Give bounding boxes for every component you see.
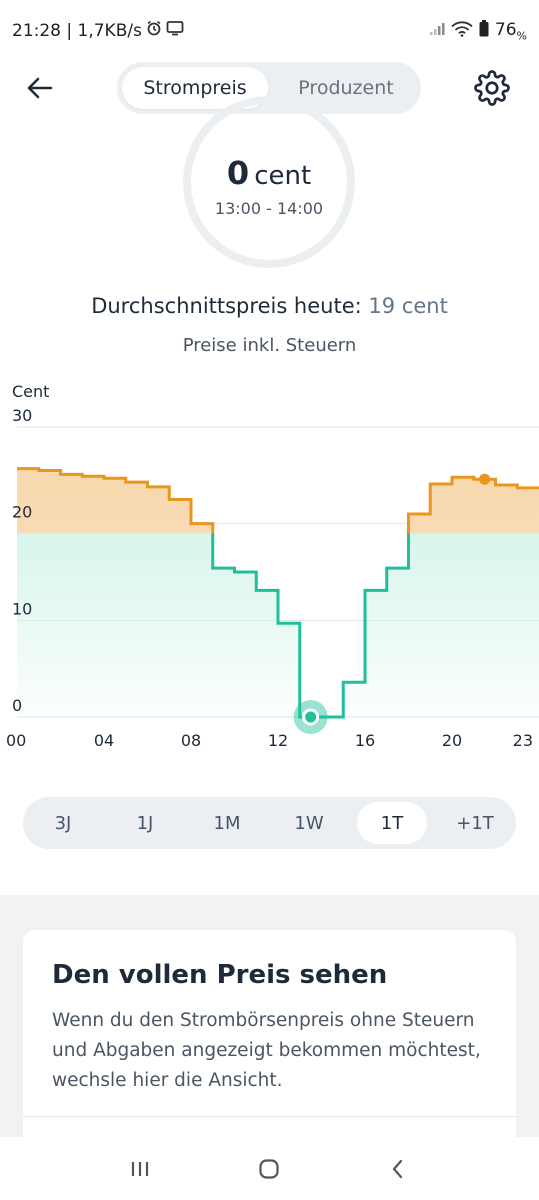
x-tick-label: 16: [355, 731, 375, 750]
info-card-body: Wenn du den Strombörsenpreis ohne Steuer…: [52, 1010, 481, 1091]
current-price: 0 cent: [183, 154, 355, 192]
nav-back-icon: [392, 1159, 403, 1179]
range-1t[interactable]: 1T: [357, 802, 427, 844]
y-tick-label: 0: [12, 696, 22, 715]
current-hour-marker: [302, 708, 320, 726]
battery-icon: [479, 20, 489, 42]
signal-icon: [429, 21, 445, 41]
average-price-value: 19 cent: [368, 294, 448, 318]
status-right: 76%: [429, 20, 527, 42]
recent-apps-button[interactable]: [122, 1151, 158, 1187]
back-button[interactable]: [22, 70, 58, 106]
x-tick-label: 00: [6, 731, 26, 750]
screen-cast-icon: [166, 20, 184, 41]
current-price-value: 0: [226, 154, 250, 192]
home-icon: [259, 1159, 279, 1179]
battery-percent: 76%: [494, 20, 527, 43]
range-selector: 3J 1J 1M 1W 1T +1T: [23, 797, 516, 849]
settings-button[interactable]: [472, 68, 512, 108]
y-tick-label: 20: [12, 503, 32, 522]
x-tick-label: 04: [94, 731, 114, 750]
max-price-marker: [479, 473, 491, 485]
system-nav-bar: [0, 1137, 539, 1200]
price-chart[interactable]: Cent 0 10 20 30 00 04 08 12 16 20 23: [0, 380, 539, 760]
y-axis-label: Cent: [12, 382, 49, 401]
x-tick-label: 08: [181, 731, 201, 750]
price-gauge: [183, 96, 355, 268]
y-tick-label: 10: [12, 599, 32, 618]
divider: [23, 1116, 516, 1117]
x-tick-label: 20: [442, 731, 462, 750]
status-bar: 21:28 | 1,7KB/s 76%: [0, 0, 539, 62]
price-chart-svg: Cent 0 10 20 30 00 04 08 12 16 20 23: [6, 382, 539, 750]
alarm-icon: [146, 20, 162, 41]
current-price-unit: cent: [254, 161, 312, 191]
price-line-above: [17, 467, 539, 534]
nav-back-button[interactable]: [380, 1151, 416, 1187]
range-1m[interactable]: 1M: [213, 812, 241, 834]
range-3j[interactable]: 3J: [54, 812, 72, 834]
y-tick-label: 30: [12, 406, 32, 425]
x-tick-label: 12: [268, 731, 288, 750]
recent-apps-icon: [131, 1162, 149, 1176]
gear-icon: [474, 70, 510, 106]
average-price: Durchschnittspreis heute: 19 cent: [0, 294, 539, 318]
range-plus-1t[interactable]: +1T: [456, 812, 494, 834]
area-below-average: [17, 533, 539, 717]
price-line-below: [211, 533, 410, 719]
range-1j[interactable]: 1J: [136, 812, 154, 834]
tab-produzent[interactable]: Produzent: [298, 77, 394, 99]
info-card: Den vollen Preis sehen Wenn du den Strom…: [23, 930, 516, 1140]
x-tick-label: 23: [513, 731, 533, 750]
arrow-left-icon: [27, 77, 53, 99]
average-price-label: Durchschnittspreis heute:: [91, 294, 362, 318]
status-time-speed: 21:28 | 1,7KB/s: [12, 20, 142, 41]
tax-note: Preise inkl. Steuern: [182, 335, 357, 356]
wifi-icon: [451, 21, 473, 42]
current-time-range: 13:00 - 14:00: [214, 199, 324, 218]
range-1w[interactable]: 1W: [294, 812, 324, 834]
info-card-title: Den vollen Preis sehen: [52, 960, 388, 990]
status-left: 21:28 | 1,7KB/s: [12, 20, 184, 41]
home-button[interactable]: [251, 1151, 287, 1187]
